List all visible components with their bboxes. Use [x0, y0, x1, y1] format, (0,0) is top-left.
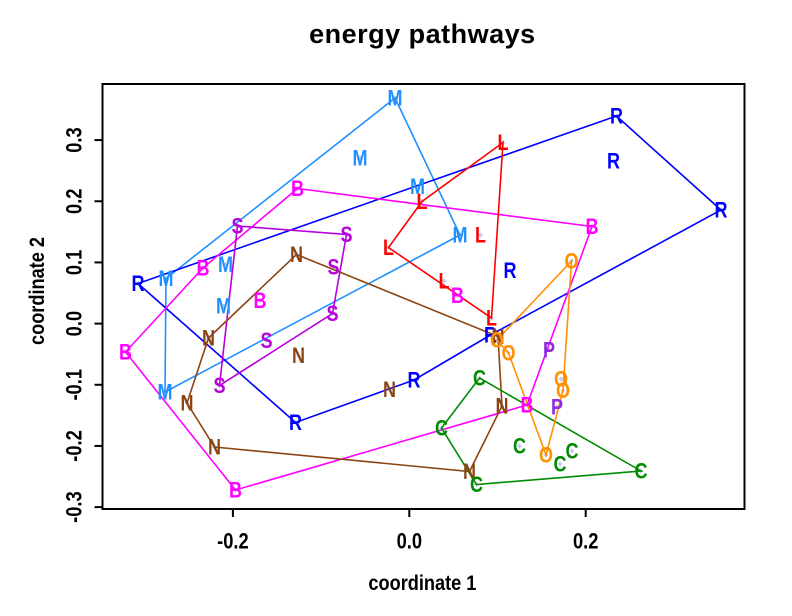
svg-text:S: S [260, 330, 272, 354]
svg-text:B: B [196, 257, 209, 281]
svg-text:O: O [556, 380, 570, 404]
svg-text:B: B [291, 178, 304, 202]
svg-text:L: L [416, 191, 427, 215]
svg-text:R: R [484, 324, 497, 348]
svg-text:B: B [229, 479, 242, 503]
svg-text:B: B [253, 290, 266, 314]
svg-text:L: L [497, 132, 508, 156]
svg-text:M: M [452, 224, 467, 248]
svg-text:0.2: 0.2 [63, 189, 87, 214]
svg-text:S: S [213, 375, 225, 399]
svg-text:B: B [585, 216, 598, 240]
svg-text:S: S [327, 256, 339, 280]
svg-text:O: O [539, 444, 553, 468]
svg-text:N: N [208, 436, 221, 460]
svg-text:O: O [501, 342, 515, 366]
svg-text:N: N [495, 395, 508, 419]
svg-text:-0.2: -0.2 [63, 430, 87, 462]
svg-text:S: S [340, 224, 352, 248]
svg-text:O: O [564, 250, 578, 274]
svg-text:-0.2: -0.2 [217, 530, 249, 554]
svg-text:R: R [289, 412, 302, 436]
svg-text:energy pathways: energy pathways [309, 19, 536, 49]
svg-text:B: B [451, 285, 464, 309]
svg-text:M: M [218, 254, 233, 278]
svg-text:C: C [435, 417, 448, 441]
svg-text:S: S [326, 303, 338, 327]
svg-text:P: P [543, 339, 555, 363]
svg-text:M: M [410, 176, 425, 200]
svg-text:C: C [565, 440, 578, 464]
svg-text:N: N [180, 392, 193, 416]
svg-text:M: M [387, 87, 402, 111]
svg-text:O: O [554, 368, 568, 392]
svg-text:R: R [610, 105, 623, 129]
svg-text:0.2: 0.2 [573, 530, 598, 554]
svg-text:-0.1: -0.1 [63, 369, 87, 401]
svg-text:0.1: 0.1 [63, 250, 87, 275]
svg-text:C: C [513, 435, 526, 459]
svg-text:N: N [292, 345, 305, 369]
svg-text:L: L [383, 237, 394, 261]
svg-text:N: N [202, 327, 215, 351]
svg-text:N: N [383, 379, 396, 403]
svg-text:R: R [407, 369, 420, 393]
svg-text:L: L [438, 270, 449, 294]
svg-text:O: O [490, 329, 504, 353]
svg-text:-0.3: -0.3 [63, 491, 87, 523]
svg-text:B: B [119, 341, 132, 365]
svg-text:P: P [551, 396, 563, 420]
svg-text:C: C [634, 460, 647, 484]
svg-text:M: M [157, 381, 172, 405]
svg-text:B: B [520, 394, 533, 418]
svg-text:L: L [486, 307, 497, 331]
svg-text:R: R [131, 273, 144, 297]
svg-text:0.3: 0.3 [63, 127, 87, 152]
svg-text:coordinate 1: coordinate 1 [368, 571, 476, 595]
svg-text:M: M [216, 295, 231, 319]
svg-text:L: L [475, 224, 486, 248]
svg-text:R: R [503, 260, 516, 284]
svg-text:N: N [463, 461, 476, 485]
svg-text:S: S [231, 215, 243, 239]
svg-text:0.0: 0.0 [397, 530, 422, 554]
svg-text:coordinate 2: coordinate 2 [26, 237, 50, 345]
svg-text:R: R [714, 199, 727, 223]
svg-text:C: C [470, 474, 483, 498]
svg-text:N: N [491, 326, 504, 350]
svg-text:M: M [352, 147, 367, 171]
svg-text:C: C [473, 367, 486, 391]
svg-text:C: C [553, 453, 566, 477]
svg-text:N: N [290, 244, 303, 268]
svg-text:M: M [158, 268, 173, 292]
svg-text:0.0: 0.0 [63, 311, 87, 336]
svg-text:R: R [607, 150, 620, 174]
